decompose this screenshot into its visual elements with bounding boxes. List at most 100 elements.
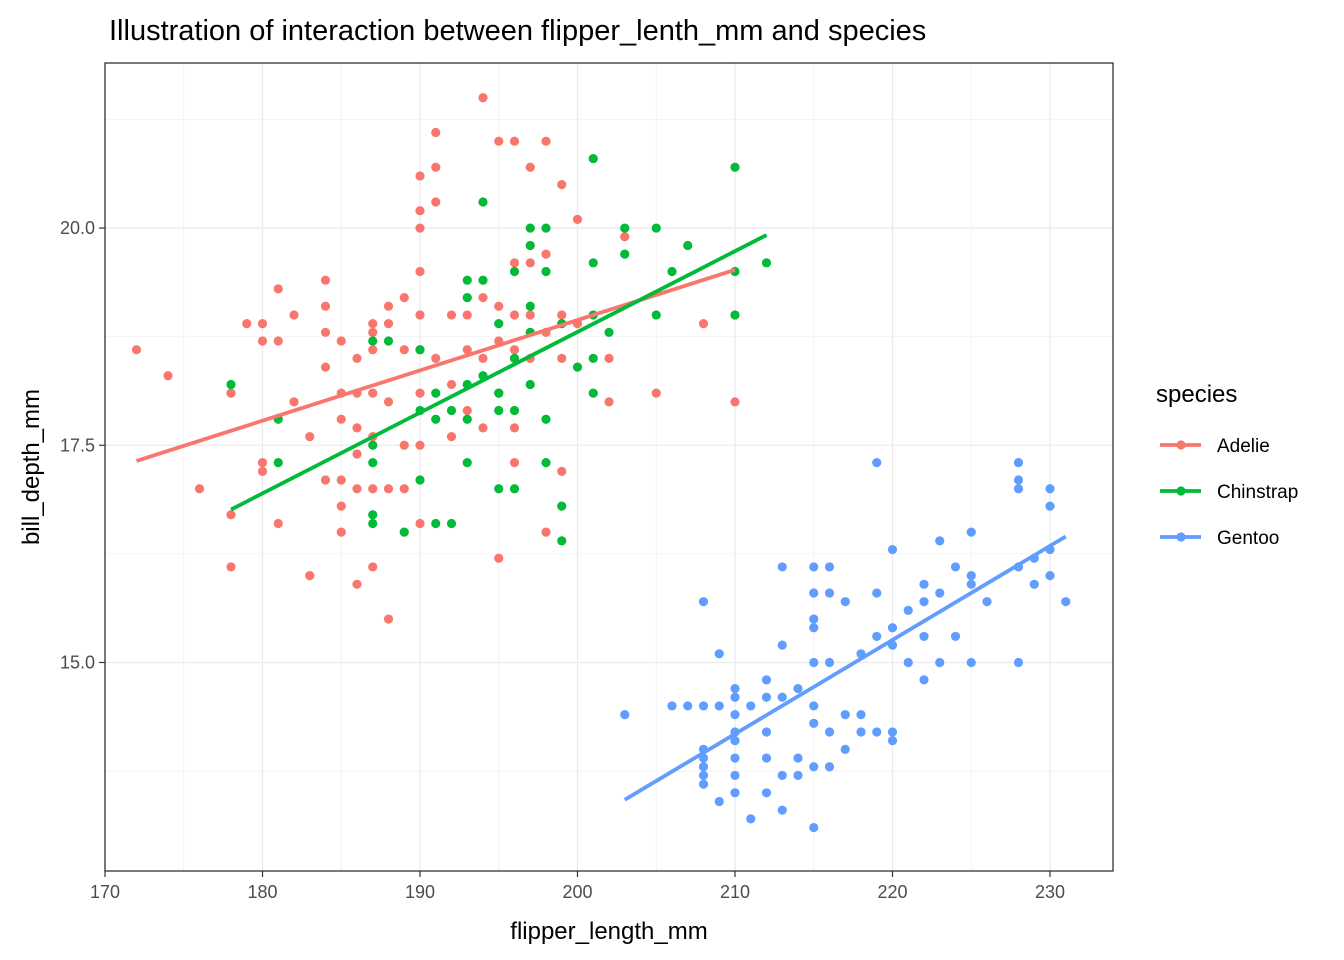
point-chinstrap xyxy=(415,345,425,355)
plot-background xyxy=(105,63,1113,871)
point-gentoo xyxy=(1029,579,1039,589)
point-gentoo xyxy=(982,597,992,607)
point-adelie xyxy=(226,510,236,520)
point-adelie xyxy=(415,518,425,529)
point-chinstrap xyxy=(368,518,378,529)
point-adelie xyxy=(305,571,315,581)
point-gentoo xyxy=(840,710,850,720)
point-adelie xyxy=(620,232,630,242)
point-gentoo xyxy=(840,744,850,754)
point-chinstrap xyxy=(399,527,409,537)
point-gentoo xyxy=(777,805,787,815)
point-gentoo xyxy=(824,727,835,737)
point-gentoo xyxy=(809,762,819,772)
point-adelie xyxy=(368,327,378,337)
point-chinstrap xyxy=(415,475,425,485)
point-adelie xyxy=(368,319,378,329)
point-gentoo xyxy=(761,753,772,763)
point-gentoo xyxy=(730,710,740,720)
legend-title: species xyxy=(1156,381,1237,408)
point-chinstrap xyxy=(730,162,740,172)
y-axis-title: bill_depth_mm xyxy=(18,389,45,545)
point-gentoo xyxy=(872,588,882,598)
point-adelie xyxy=(446,310,457,320)
point-adelie xyxy=(478,93,488,103)
point-chinstrap xyxy=(273,458,283,468)
point-gentoo xyxy=(872,631,882,642)
point-adelie xyxy=(336,475,346,485)
point-adelie xyxy=(383,301,394,311)
point-adelie xyxy=(525,162,535,172)
point-gentoo xyxy=(793,770,803,781)
y-tick-label: 15.0 xyxy=(60,652,95,672)
x-tick-label: 200 xyxy=(562,882,592,902)
point-chinstrap xyxy=(588,388,598,398)
point-chinstrap xyxy=(525,301,535,311)
point-adelie xyxy=(415,206,425,216)
point-gentoo xyxy=(714,649,724,659)
point-adelie xyxy=(415,440,425,450)
point-chinstrap xyxy=(509,353,520,363)
point-adelie xyxy=(320,327,331,337)
point-chinstrap xyxy=(667,266,677,277)
point-chinstrap xyxy=(431,388,441,398)
point-gentoo xyxy=(777,640,787,650)
point-adelie xyxy=(163,371,173,381)
point-gentoo xyxy=(919,597,929,607)
point-adelie xyxy=(336,527,346,537)
point-chinstrap xyxy=(557,536,567,546)
point-gentoo xyxy=(793,683,803,694)
point-gentoo xyxy=(777,562,787,572)
point-gentoo xyxy=(824,562,835,572)
point-adelie xyxy=(557,310,567,320)
point-gentoo xyxy=(730,692,740,702)
point-gentoo xyxy=(966,571,976,581)
point-gentoo xyxy=(1061,597,1071,607)
plot-panel xyxy=(104,62,1114,872)
point-gentoo xyxy=(872,458,882,468)
point-adelie xyxy=(415,266,425,277)
point-gentoo xyxy=(950,631,961,642)
point-adelie xyxy=(383,614,394,624)
point-adelie xyxy=(368,484,378,494)
point-gentoo xyxy=(698,779,709,789)
point-gentoo xyxy=(919,579,929,589)
point-gentoo xyxy=(919,675,929,685)
point-adelie xyxy=(383,319,394,329)
point-adelie xyxy=(399,345,409,355)
point-adelie xyxy=(698,319,709,329)
point-chinstrap xyxy=(478,275,488,285)
point-chinstrap xyxy=(509,484,520,494)
point-gentoo xyxy=(887,736,898,746)
point-chinstrap xyxy=(494,484,504,494)
point-chinstrap xyxy=(541,414,551,424)
point-chinstrap xyxy=(730,310,740,320)
point-gentoo xyxy=(1045,484,1055,494)
point-adelie xyxy=(478,292,488,303)
point-adelie xyxy=(557,180,567,190)
point-adelie xyxy=(257,319,268,329)
point-chinstrap xyxy=(525,223,535,233)
point-adelie xyxy=(368,388,378,398)
x-tick-label: 220 xyxy=(877,882,907,902)
point-gentoo xyxy=(1013,484,1024,494)
point-chinstrap xyxy=(494,388,504,398)
point-adelie xyxy=(446,379,457,390)
point-chinstrap xyxy=(620,223,630,233)
point-gentoo xyxy=(856,727,866,737)
point-gentoo xyxy=(730,770,740,781)
point-adelie xyxy=(446,431,457,442)
plot-border xyxy=(104,62,1114,872)
point-adelie xyxy=(509,258,520,268)
point-gentoo xyxy=(714,796,724,807)
point-adelie xyxy=(336,336,346,346)
point-chinstrap xyxy=(462,414,472,424)
point-adelie xyxy=(131,345,142,355)
point-adelie xyxy=(478,353,488,363)
point-gentoo xyxy=(809,623,819,633)
point-adelie xyxy=(352,423,362,433)
point-chinstrap xyxy=(761,258,772,268)
point-gentoo xyxy=(761,788,772,798)
point-gentoo xyxy=(809,822,819,833)
point-chinstrap xyxy=(368,510,378,520)
